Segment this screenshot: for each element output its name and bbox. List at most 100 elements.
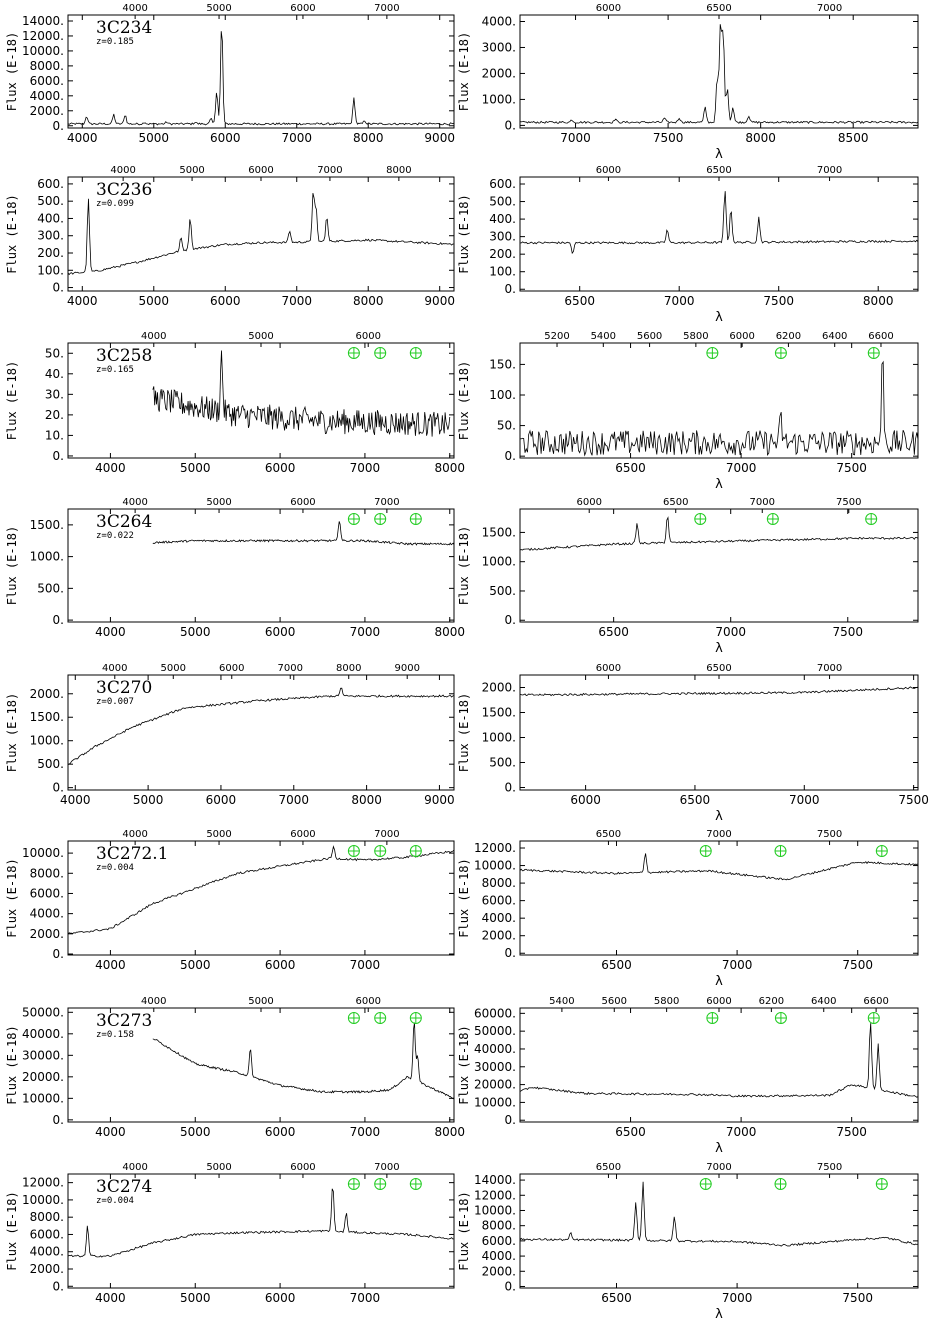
y-tick-label: 30000. (22, 1048, 64, 1062)
plot-frame (67, 14, 455, 129)
top-tick-label: 6500 (706, 3, 731, 14)
spectrum-panel-16: 6500 7000 7500 0.2000.4000.6000.8000. 10000.… (457, 1162, 919, 1320)
y-tick-label: 30. (45, 387, 64, 401)
y-tick-label: 100. (489, 265, 516, 279)
y-axis-label: Flux (E-18) (457, 858, 471, 937)
plot-frame (519, 508, 919, 623)
spectrum-panel-12: 6500 7000 7500 0. 2000. 4000. 6000. 8000. 10000.… (457, 829, 919, 989)
telluric-marker-icon (347, 513, 360, 525)
y-tick-label: 500. (489, 584, 516, 598)
telluric-marker-icon (766, 513, 779, 525)
spectrum-line (68, 687, 454, 765)
plot-frame (67, 1007, 455, 1123)
top-tick-label: 5400 (549, 996, 574, 1007)
y-tick-label: 200. (37, 246, 64, 260)
y-tick-label: 4000. (30, 907, 64, 921)
x-tick-label: 8000 (353, 131, 384, 145)
y-tick-label: 0. (53, 449, 64, 463)
top-tick-label: 7000 (750, 497, 775, 508)
spectrum-panel-3: 4000 5000 6000 7000 8000 9000 0. 100. 200. 300. 40… (5, 165, 455, 308)
y-tick-label: 0. (505, 946, 516, 960)
top-tick-label: 4000 (122, 1162, 147, 1173)
spectrum-line (68, 31, 454, 126)
x-tick-label: 7000 (279, 793, 310, 807)
y-axis-label: Flux (E-18) (457, 361, 471, 440)
y-axis-label: Flux (E-18) (457, 32, 471, 111)
y-tick-label: 4000. (30, 1245, 64, 1259)
x-tick-label: 4000 (95, 461, 126, 475)
x-tick-label: 7000 (722, 958, 753, 972)
spectrum-panel-9: 4000 5000 6000 7000 8000 9000 0. 500. 1000. 1500.… (5, 663, 455, 807)
telluric-marker-icon (774, 1178, 787, 1190)
plot-frame (519, 1173, 919, 1289)
redshift-label: z=0.185 (96, 37, 134, 47)
y-tick-label: 6000. (30, 886, 64, 900)
telluric-marker-icon (694, 513, 707, 525)
telluric-marker-icon (867, 347, 880, 359)
top-tick-label: 6000 (355, 996, 380, 1007)
y-tick-label: 30000. (474, 1060, 516, 1074)
y-tick-label: 200. (489, 247, 516, 261)
x-tick-label: 7000 (789, 793, 820, 807)
top-tick-label: 6000 (248, 165, 273, 176)
top-tick-label: 4000 (141, 331, 166, 342)
x-tick-label: 6500 (615, 1125, 646, 1139)
y-tick-label: 0. (53, 613, 64, 627)
y-tick-label: 8000. (482, 876, 516, 890)
top-tick-label: 8000 (386, 165, 411, 176)
x-tick-label: 7000 (350, 1125, 381, 1139)
x-tick-label: 7500 (653, 131, 684, 145)
telluric-marker-icon (875, 845, 888, 857)
object-name: 3C273 (96, 1011, 152, 1031)
y-tick-label: 150. (489, 357, 516, 371)
top-tick-label: 5000 (206, 829, 231, 840)
y-tick-label: 0. (505, 1279, 516, 1293)
x-tick-label: 8500 (838, 131, 869, 145)
spectrum-line (68, 1188, 454, 1258)
y-tick-label: 500. (37, 757, 64, 771)
top-tick-label: 6000 (576, 497, 601, 508)
y-tick-label: 12000. (474, 1188, 516, 1202)
spectrum-line (520, 24, 918, 125)
top-tick-label: 9000 (394, 663, 419, 674)
x-tick-label: 5000 (180, 958, 211, 972)
x-tick-label: 7500 (832, 625, 863, 639)
x-tick-label: 6000 (265, 1291, 296, 1305)
x-tick-label: 9000 (424, 294, 455, 308)
y-tick-label: 100. (37, 263, 64, 277)
spectrum-line (520, 853, 918, 881)
top-tick-label: 6600 (863, 996, 888, 1007)
telluric-marker-icon (374, 845, 387, 857)
top-tick-label: 5000 (206, 497, 231, 508)
telluric-marker-icon (374, 1178, 387, 1190)
y-tick-label: 2000. (482, 66, 516, 80)
y-tick-label: 0. (53, 281, 64, 295)
top-tick-label: 4000 (110, 165, 135, 176)
top-tick-label: 6000 (596, 165, 621, 176)
y-tick-label: 20000. (474, 1078, 516, 1092)
spectrum-panel-1: 4000 5000 6000 7000 8000 90000.2000.4000.6000… (5, 3, 455, 145)
y-tick-label: 2000. (30, 1262, 64, 1276)
top-tick-label: 6000 (290, 829, 315, 840)
x-tick-label: 4000 (67, 131, 98, 145)
plot-frame (519, 1007, 919, 1123)
y-tick-label: 0. (505, 118, 516, 132)
x-tick-label: 8000 (434, 461, 465, 475)
y-tick-label: 10000. (22, 1091, 64, 1105)
y-axis-label: Flux (E-18) (5, 32, 19, 111)
telluric-marker-icon (347, 1012, 360, 1024)
x-tick-label: 6000 (206, 793, 237, 807)
y-tick-label: 0. (505, 613, 516, 627)
x-tick-label: 6500 (564, 294, 595, 308)
spectrum-panel-4: 6500 7000 7500 8000 0. 100. 200. 300. 400. 500. 60… (457, 165, 919, 325)
y-tick-label: 1500. (30, 710, 64, 724)
y-tick-label: 0. (53, 781, 64, 795)
top-tick-label: 7000 (374, 829, 399, 840)
top-tick-label: 8000 (336, 663, 361, 674)
y-tick-label: 300. (489, 230, 516, 244)
y-tick-label: 3000. (482, 40, 516, 54)
top-tick-label: 7000 (374, 497, 399, 508)
top-tick-label: 5600 (637, 331, 662, 342)
top-tick-label: 7000 (374, 3, 399, 14)
